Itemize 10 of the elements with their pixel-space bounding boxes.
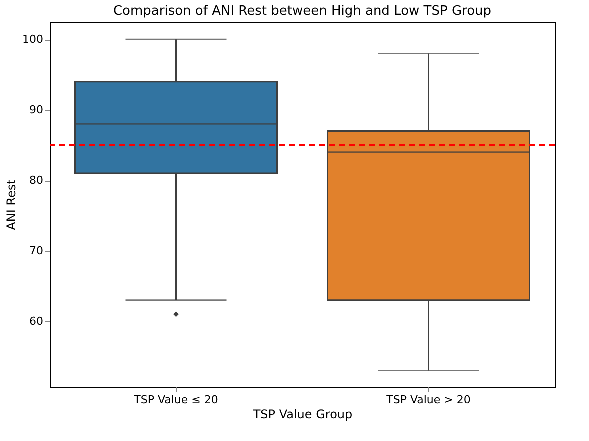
y-tick-label: 90 bbox=[30, 104, 44, 117]
y-axis-title: ANI Rest bbox=[4, 179, 19, 230]
y-tick-label: 60 bbox=[30, 314, 44, 328]
x-tick-label: TSP Value > 20 bbox=[386, 394, 471, 406]
y-tick-label: 70 bbox=[30, 244, 44, 258]
x-axis-title: TSP Value Group bbox=[252, 408, 353, 422]
y-tick-label: 100 bbox=[22, 33, 44, 46]
x-tick-label: TSP Value ≤ 20 bbox=[133, 394, 218, 406]
chart-title: Comparison of ANI Rest between High and Low TSP Group bbox=[113, 4, 492, 19]
y-tick-label: 80 bbox=[30, 174, 44, 188]
